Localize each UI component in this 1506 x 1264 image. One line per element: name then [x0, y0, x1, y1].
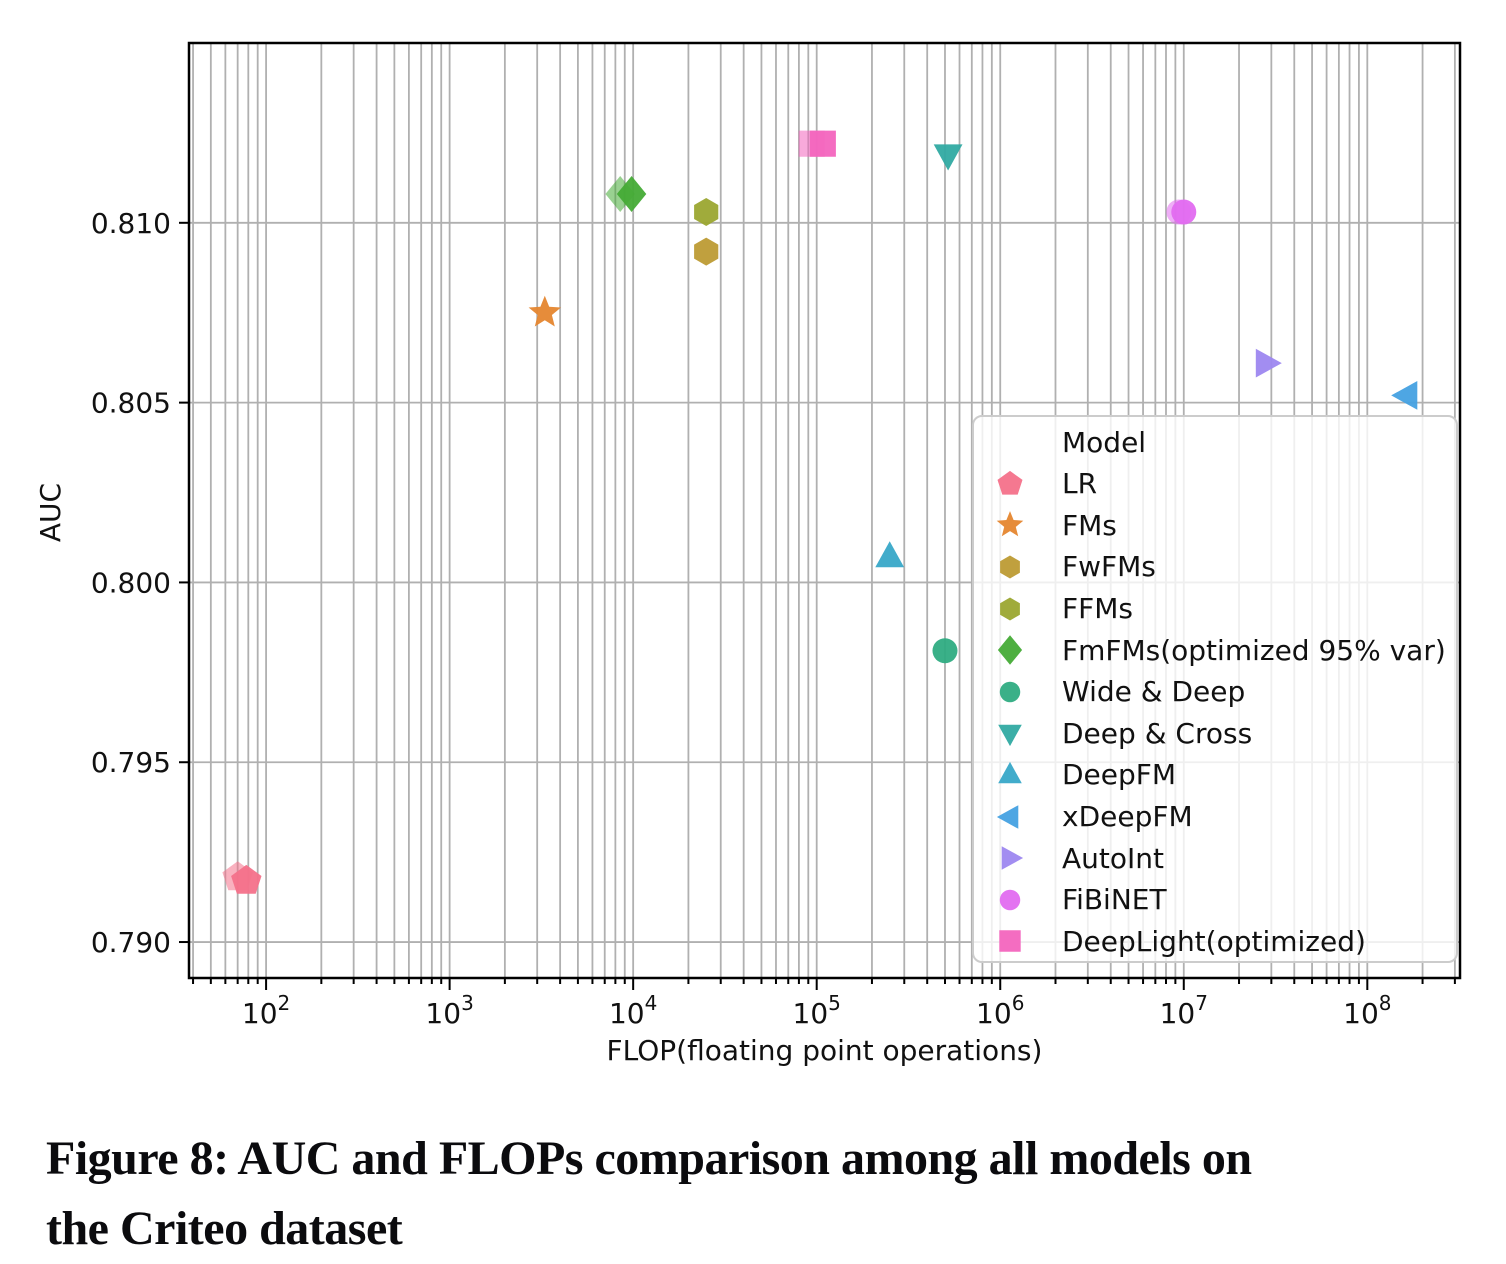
legend-item-label: FiBiNET: [1062, 883, 1167, 917]
series-ffms: [694, 198, 719, 226]
legend-item-label: FFMs: [1062, 592, 1133, 626]
legend-item-fibinet: FiBiNET: [974, 879, 1456, 921]
legend-item-fms: FMs: [974, 505, 1456, 547]
legend-marker-shape: [1000, 597, 1020, 621]
data-point: [1171, 199, 1197, 225]
fwfms-marker-icon: [1000, 555, 1020, 579]
legend-marker-shape: [996, 511, 1024, 537]
y-tick-label: 0.800: [91, 566, 171, 599]
legend-item-label: FMs: [1062, 508, 1117, 542]
legend-marker-shape: [997, 470, 1023, 495]
legend-marker-shape: [998, 761, 1022, 784]
legend-item-deepfm: DeepFM: [974, 754, 1456, 796]
data-points: [222, 130, 1418, 894]
autoint-marker-icon: [1001, 846, 1024, 870]
series-fms: [528, 295, 561, 327]
wide-deep-marker-icon: [999, 681, 1021, 703]
legend-item-label: LR: [1062, 467, 1098, 501]
y-tick-label: 0.790: [91, 926, 171, 959]
fmfms-optimized-95-var-marker-icon: [997, 635, 1023, 665]
axis-ticks: [179, 221, 1456, 990]
legend-item-label: Wide & Deep: [1062, 675, 1246, 709]
x-tick-label: 102: [242, 991, 290, 1030]
data-point: [1255, 348, 1282, 378]
xdeepfm-marker-icon: [996, 804, 1019, 829]
legend-marker-shape: [997, 635, 1023, 665]
series-deepfm: [875, 541, 905, 568]
data-point: [809, 130, 836, 157]
series-lr: [222, 861, 262, 894]
legend-item-fwfms: FwFMs: [974, 546, 1456, 588]
x-axis-label: FLOP(floating point operations): [606, 1034, 1043, 1067]
x-tick-label: 104: [609, 991, 657, 1030]
legend-item-wide-deep: Wide & Deep: [974, 671, 1456, 713]
legend-marker-shape: [999, 889, 1021, 910]
data-point: [231, 864, 262, 894]
deepfm-marker-icon: [998, 761, 1022, 784]
series-autoint: [1255, 348, 1282, 378]
y-tick-label: 0.795: [91, 746, 171, 779]
x-tick-label: 106: [976, 991, 1024, 1030]
series-wide-deep: [932, 638, 958, 664]
legend-item-fmfms-optimized-95-var: FmFMs(optimized 95% var): [974, 629, 1456, 671]
legend-item-ffms: FFMs: [974, 588, 1456, 630]
legend-entries: LR FMs FwFMs FFMs FmFMs(optimized 95% var) Wi…: [974, 463, 1456, 962]
figure-caption-line1: Figure 8: AUC and FLOPs comparison among…: [46, 1132, 1252, 1185]
legend-marker-shape: [1001, 846, 1024, 870]
fibinet-marker-icon: [999, 889, 1021, 910]
deep-cross-marker-icon: [998, 725, 1022, 747]
x-tick-label: 107: [1160, 991, 1208, 1030]
deeplight-optimized-marker-icon: [999, 930, 1021, 953]
series-deeplight-optimized: [798, 130, 836, 157]
data-point: [875, 541, 905, 568]
chart-legend: Model LR FMs FwFMs FFMs FmFMs(optimized 95% …: [972, 415, 1458, 963]
legend-marker-shape: [999, 681, 1021, 703]
legend-item-lr: LR: [974, 463, 1456, 505]
lr-marker-icon: [997, 470, 1023, 495]
series-deep-cross: [933, 144, 963, 171]
data-point: [694, 237, 719, 266]
figure-caption-line2: the Criteo dataset: [46, 1202, 403, 1255]
series-fwfms: [694, 237, 719, 266]
series-fmfms-optimized-95-var: [605, 176, 647, 212]
legend-marker-shape: [998, 725, 1022, 747]
series-xdeepfm: [1391, 381, 1418, 410]
data-point: [528, 295, 561, 327]
figure-caption: Figure 8: AUC and FLOPs comparison among…: [46, 1124, 1486, 1264]
data-point: [694, 198, 719, 226]
legend-item-label: FmFMs(optimized 95% var): [1062, 633, 1446, 667]
legend-marker-shape: [999, 930, 1021, 953]
y-axis-label: AUC: [34, 482, 67, 543]
legend-marker-shape: [996, 804, 1019, 829]
legend-item-label: DeepLight(optimized): [1062, 924, 1366, 958]
legend-item-label: FwFMs: [1062, 550, 1156, 584]
data-point: [1391, 381, 1418, 410]
legend-item-label: Deep & Cross: [1062, 716, 1253, 750]
data-point: [616, 176, 647, 212]
x-tick-label: 108: [1343, 991, 1391, 1030]
legend-title: Model: [1062, 425, 1147, 459]
y-tick-label: 0.810: [91, 207, 171, 240]
legend-item-deep-cross: Deep & Cross: [974, 713, 1456, 755]
legend-marker-shape: [1000, 555, 1020, 579]
y-tick-label: 0.805: [91, 387, 171, 420]
x-tick-label: 105: [793, 991, 841, 1030]
x-tick-label: 103: [425, 991, 473, 1030]
legend-item-label: xDeepFM: [1062, 800, 1193, 834]
x-tick-labels: 102 103 104 105 106 107 108: [242, 991, 1392, 1030]
fms-marker-icon: [996, 511, 1024, 537]
data-point: [932, 638, 958, 664]
legend-item-label: AutoInt: [1062, 841, 1164, 875]
legend-item-deeplight-optimized: DeepLight(optimized): [974, 921, 1456, 963]
plot-border: [187, 41, 1462, 980]
ffms-marker-icon: [1000, 597, 1020, 621]
series-fibinet: [1166, 199, 1197, 225]
data-point: [933, 144, 963, 171]
legend-item-xdeepfm: xDeepFM: [974, 796, 1456, 838]
scatter-plot: 102 103 104 105 106 107 108 0.790 0.795 0.800 0.80…: [91, 41, 1462, 1030]
legend-item-autoint: AutoInt: [974, 837, 1456, 879]
legend-item-label: DeepFM: [1062, 758, 1177, 792]
